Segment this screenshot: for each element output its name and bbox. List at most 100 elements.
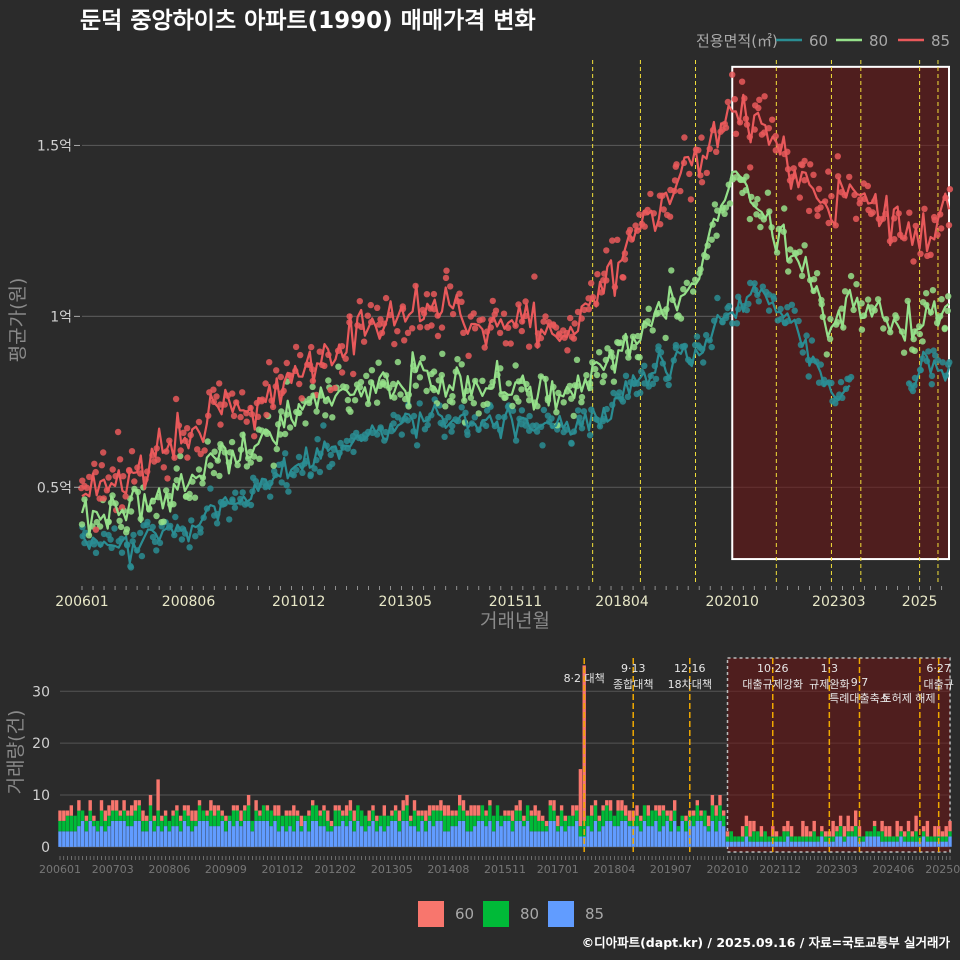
bar-192-60 — [782, 826, 786, 832]
point-85-113-0 — [492, 307, 500, 314]
bar-2-60 — [65, 810, 70, 816]
point-60-188-1 — [770, 295, 778, 302]
point-80-227-0 — [911, 347, 918, 354]
bar-26-85 — [156, 826, 160, 847]
point-80-31-0 — [191, 494, 199, 501]
bar-153-60 — [635, 805, 639, 816]
point-85-58-1 — [292, 343, 300, 351]
point-60-177-0 — [729, 320, 736, 327]
point-80-55-0 — [281, 430, 289, 438]
bottom-y-tick-label-0: 0 — [41, 840, 50, 856]
bar-176-60 — [722, 810, 726, 816]
point-85-2-0 — [86, 473, 93, 481]
point-80-103-0 — [458, 361, 465, 368]
point-85-132-0 — [564, 347, 571, 354]
point-85-78-0 — [364, 312, 371, 319]
point-60-190-0 — [777, 305, 784, 313]
bar-60-80 — [284, 815, 288, 832]
bar-54-80 — [261, 805, 266, 821]
point-85-197-0 — [801, 157, 808, 165]
point-60-126-0 — [540, 406, 548, 414]
point-60-201-0 — [817, 361, 824, 368]
point-80-101-0 — [449, 399, 456, 406]
bar-93-85 — [409, 826, 413, 847]
bar-230-85 — [925, 841, 930, 847]
bar-63-85 — [295, 820, 300, 847]
point-85-65-0 — [316, 348, 323, 355]
point-85-3-0 — [91, 460, 98, 467]
point-80-131-0 — [560, 399, 567, 406]
point-85-50-1 — [263, 411, 270, 419]
bar-131-60 — [552, 800, 556, 811]
bottom-x-tick-label-8: 201511 — [484, 863, 526, 876]
point-60-149-1 — [624, 393, 632, 400]
point-85-45-0 — [243, 418, 250, 425]
bar-159-80 — [657, 815, 662, 832]
top-legend: 전용면적(㎡) 60 80 85 — [696, 32, 950, 50]
point-85-89-0 — [404, 329, 412, 336]
bottom-x-tick-label-16: 202508 — [925, 863, 960, 876]
point-85-62-1 — [308, 343, 315, 351]
bar-42-80 — [216, 810, 221, 827]
point-60-18-1 — [143, 521, 151, 529]
point-60-230-0 — [925, 348, 932, 355]
bar-223-60 — [899, 826, 903, 832]
legend-label-85: 85 — [931, 32, 950, 50]
point-80-22-1 — [160, 518, 167, 525]
bar-89-80 — [393, 810, 398, 821]
bar-206-60 — [835, 826, 839, 832]
bar-143-80 — [597, 820, 601, 832]
bar-63-60 — [295, 810, 300, 816]
bar-27-80 — [160, 820, 164, 832]
bar-151-60 — [627, 810, 632, 821]
top-y-tick-label-0: 0.5억 — [37, 480, 72, 496]
point-80-228-0 — [916, 330, 923, 338]
bar-60-60 — [284, 810, 288, 816]
bar-58-80 — [277, 815, 281, 832]
bar-71-80 — [326, 820, 330, 832]
bar-61-85 — [288, 826, 292, 847]
point-60-51-1 — [267, 493, 274, 500]
point-60-32-1 — [197, 525, 204, 532]
bar-50-80 — [246, 805, 251, 821]
point-85-133-1 — [567, 314, 574, 322]
point-80-116-0 — [505, 380, 512, 387]
bar-7-80 — [84, 820, 89, 832]
bar-230-60 — [925, 820, 930, 837]
bottom-y-tick-label-1: 10 — [32, 788, 50, 804]
bar-170-80 — [699, 815, 703, 821]
bar-194-60 — [789, 826, 794, 837]
bar-154-85 — [639, 831, 643, 847]
point-80-87-0 — [397, 391, 404, 398]
bar-126-60 — [533, 805, 537, 816]
point-80-145-1 — [610, 378, 618, 385]
point-80-166-0 — [690, 288, 697, 295]
bar-127-85 — [537, 831, 541, 847]
bar-43-80 — [220, 815, 224, 821]
bar-195-80 — [793, 836, 798, 842]
bar-63-80 — [295, 815, 300, 821]
bar-98-85 — [427, 820, 432, 847]
point-85-99-0 — [442, 274, 450, 282]
point-85-206-1 — [834, 153, 841, 160]
bottom-axis: 200601 200703 200806 200909 201012 201202 2013… — [5, 684, 960, 876]
point-85-5-0 — [98, 462, 106, 469]
bar-149-80 — [620, 810, 624, 821]
bar-32-80 — [179, 820, 183, 832]
point-85-23-0 — [164, 475, 171, 482]
bar-175-85 — [718, 820, 722, 847]
bar-54-85 — [261, 820, 266, 847]
bar-172-80 — [706, 826, 711, 832]
bar-174-85 — [714, 831, 718, 847]
point-85-236-0 — [946, 186, 954, 193]
bar-28-85 — [163, 826, 168, 847]
bar-133-85 — [559, 826, 564, 847]
bar-202-80 — [820, 831, 824, 837]
bar-220-80 — [888, 836, 892, 842]
bar-136-60 — [571, 805, 575, 816]
top-x-tick-label-8: 2025 — [902, 594, 938, 610]
point-85-37-0 — [216, 380, 223, 387]
bar-73-80 — [333, 810, 337, 827]
point-80-164-0 — [680, 286, 687, 293]
point-80-92-0 — [416, 374, 424, 381]
